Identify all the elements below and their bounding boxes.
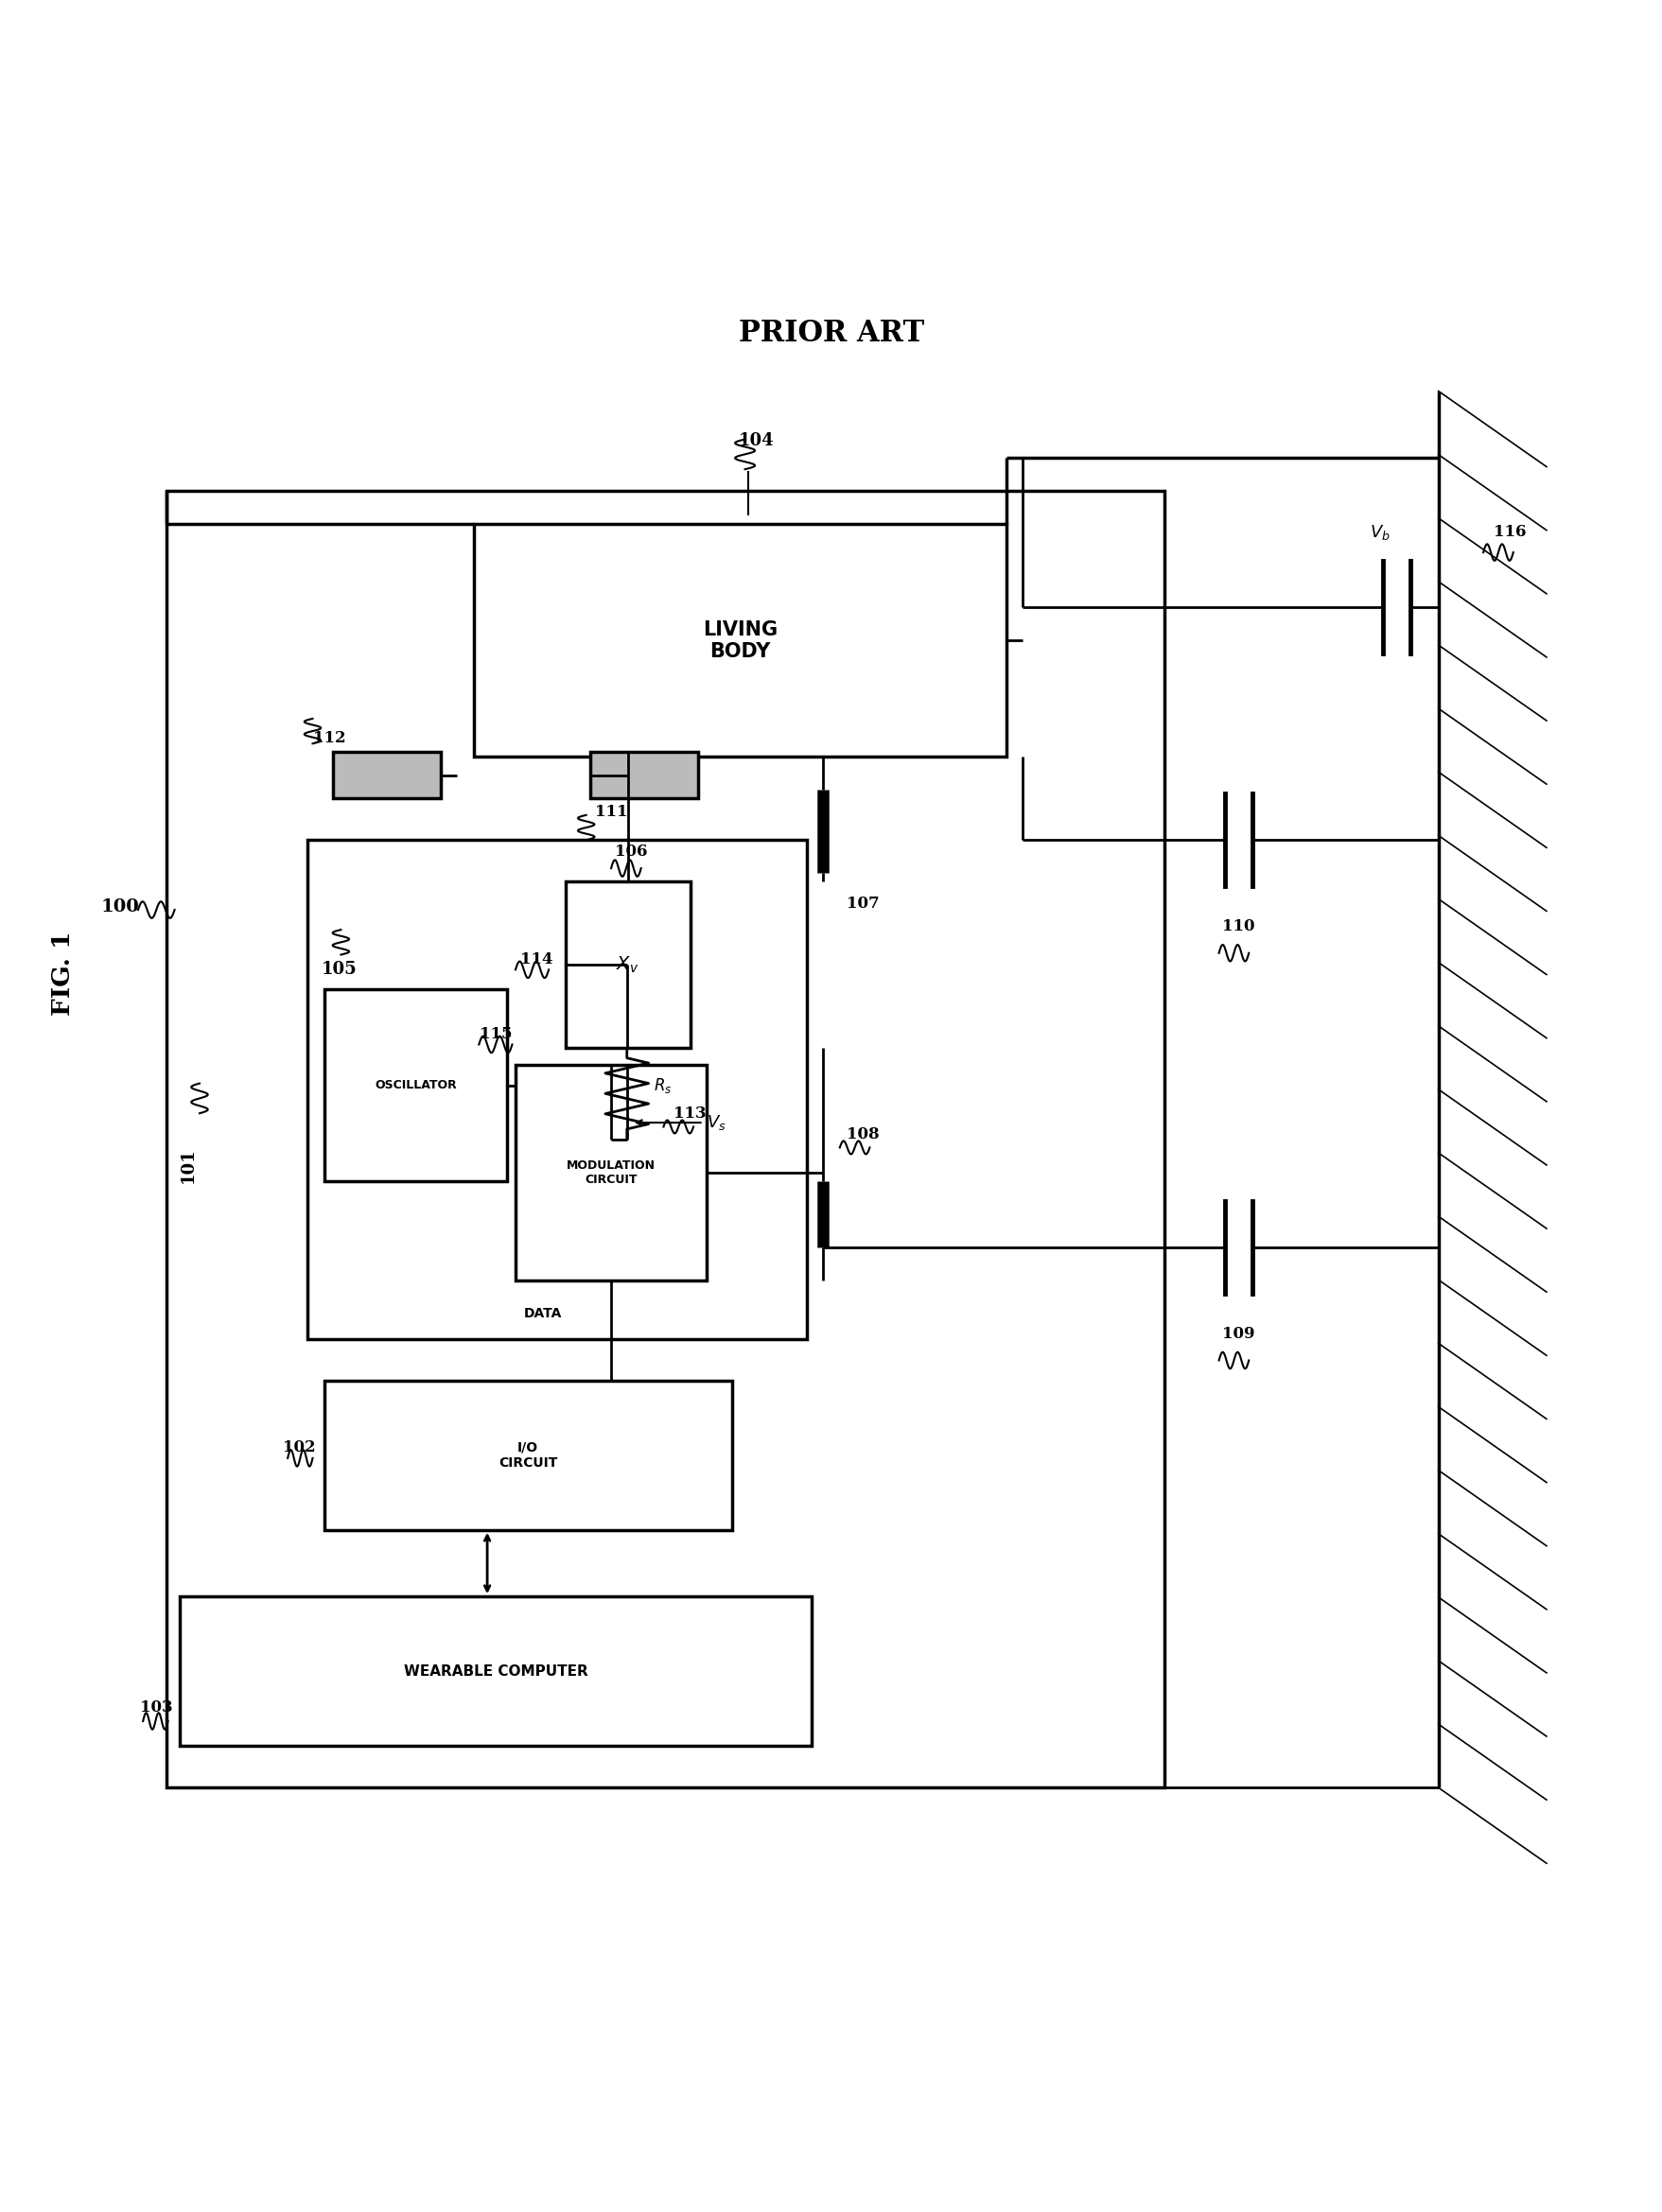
Bar [324, 1380, 731, 1531]
Bar [324, 989, 507, 1181]
Text: I/O
CIRCUIT: I/O CIRCUIT [499, 1440, 557, 1469]
Text: WEARABLE COMPUTER: WEARABLE COMPUTER [404, 1663, 587, 1679]
Text: 106: 106 [615, 843, 647, 860]
Text: 113: 113 [673, 1106, 706, 1121]
Bar [332, 752, 440, 799]
Bar [515, 1064, 706, 1281]
Text: $V_b$: $V_b$ [1369, 522, 1389, 542]
Text: LIVING
BODY: LIVING BODY [701, 619, 778, 661]
Text: 108: 108 [846, 1126, 879, 1141]
Text: 105: 105 [321, 962, 356, 978]
Text: $V_s$: $V_s$ [706, 1113, 726, 1133]
Text: 114: 114 [520, 951, 553, 967]
Text: 112: 112 [312, 730, 346, 748]
Text: 101: 101 [179, 1148, 196, 1183]
Text: 102: 102 [283, 1440, 316, 1455]
Text: 100: 100 [100, 898, 140, 916]
Bar [565, 883, 690, 1048]
Text: PRIOR ART: PRIOR ART [738, 319, 924, 347]
Bar [307, 841, 806, 1338]
Bar [166, 491, 1163, 1787]
Text: $R_s$: $R_s$ [653, 1075, 671, 1095]
Text: 115: 115 [479, 1026, 512, 1042]
Text: 116: 116 [1492, 524, 1526, 540]
Text: OSCILLATOR: OSCILLATOR [374, 1079, 457, 1091]
Bar [474, 524, 1006, 757]
Text: 109: 109 [1222, 1325, 1255, 1343]
Text: 104: 104 [738, 434, 774, 449]
Text: 103: 103 [140, 1699, 173, 1717]
Text: $X_v$: $X_v$ [617, 956, 638, 975]
Text: DATA: DATA [524, 1307, 562, 1321]
Bar [590, 752, 698, 799]
Bar [179, 1597, 811, 1745]
Text: 111: 111 [595, 803, 627, 821]
Text: 110: 110 [1222, 918, 1255, 933]
Text: FIG. 1: FIG. 1 [52, 931, 75, 1015]
Text: MODULATION
CIRCUIT: MODULATION CIRCUIT [567, 1159, 655, 1186]
Text: 107: 107 [846, 896, 879, 911]
